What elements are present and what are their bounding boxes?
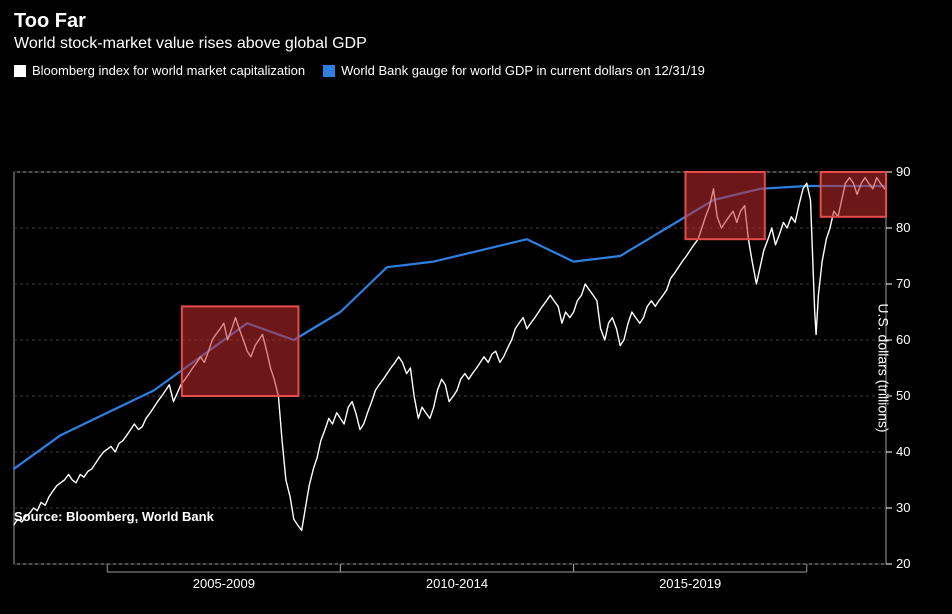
y-axis-label: U.S. dollars (trillions) bbox=[875, 303, 891, 432]
y-tick-label: 90 bbox=[896, 164, 910, 179]
highlight-box bbox=[182, 306, 299, 396]
y-tick-label: 20 bbox=[896, 556, 910, 571]
chart-legend: Bloomberg index for world market capital… bbox=[0, 59, 952, 84]
legend-label-gdp: World Bank gauge for world GDP in curren… bbox=[341, 63, 705, 78]
x-band-label: 2010-2014 bbox=[426, 576, 488, 591]
chart-source: Source: Bloomberg, World Bank bbox=[14, 509, 214, 524]
y-tick-label: 40 bbox=[896, 444, 910, 459]
chart-subtitle: World stock-market value rises above glo… bbox=[14, 35, 938, 53]
x-band-label: 2005-2009 bbox=[193, 576, 255, 591]
y-tick-label: 50 bbox=[896, 388, 910, 403]
legend-label-mcap: Bloomberg index for world market capital… bbox=[32, 63, 305, 78]
y-tick-label: 30 bbox=[896, 500, 910, 515]
y-tick-label: 70 bbox=[896, 276, 910, 291]
legend-item-mcap: Bloomberg index for world market capital… bbox=[14, 63, 305, 78]
legend-item-gdp: World Bank gauge for world GDP in curren… bbox=[323, 63, 705, 78]
highlight-box bbox=[685, 172, 764, 239]
legend-swatch-mcap bbox=[14, 65, 26, 77]
y-tick-label: 60 bbox=[896, 332, 910, 347]
chart-title: Too Far bbox=[14, 10, 938, 33]
x-band-label: 2015-2019 bbox=[659, 576, 721, 591]
highlight-box bbox=[821, 172, 886, 217]
chart-svg: 20 30 40 50 60 70 80 90 2005-2009 2010-2014 2015-2… bbox=[0, 84, 952, 614]
legend-swatch-gdp bbox=[323, 65, 335, 77]
y-tick-label: 80 bbox=[896, 220, 910, 235]
